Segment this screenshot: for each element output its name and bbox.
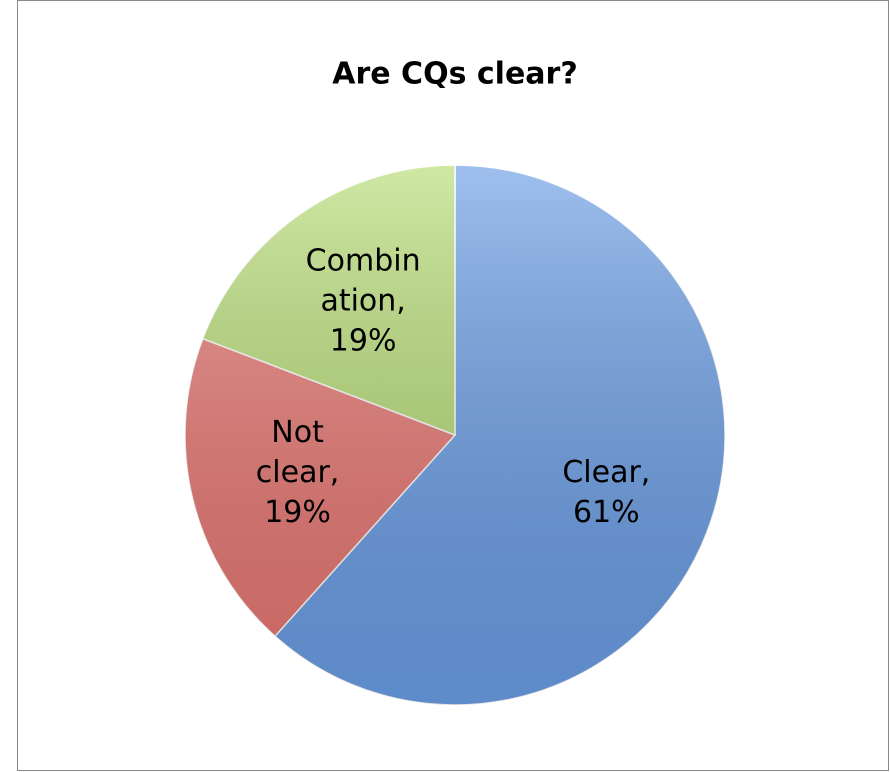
data-label: Clear, 61% — [562, 454, 650, 529]
pie — [184, 164, 726, 706]
data-label: Combin ation, 19% — [306, 243, 421, 358]
chart-title: Are CQs clear? — [332, 57, 577, 92]
data-label: Not clear, 19% — [256, 415, 340, 530]
labels: Clear, 61% Not clear, 19% Combin ation, 19% — [256, 243, 651, 530]
